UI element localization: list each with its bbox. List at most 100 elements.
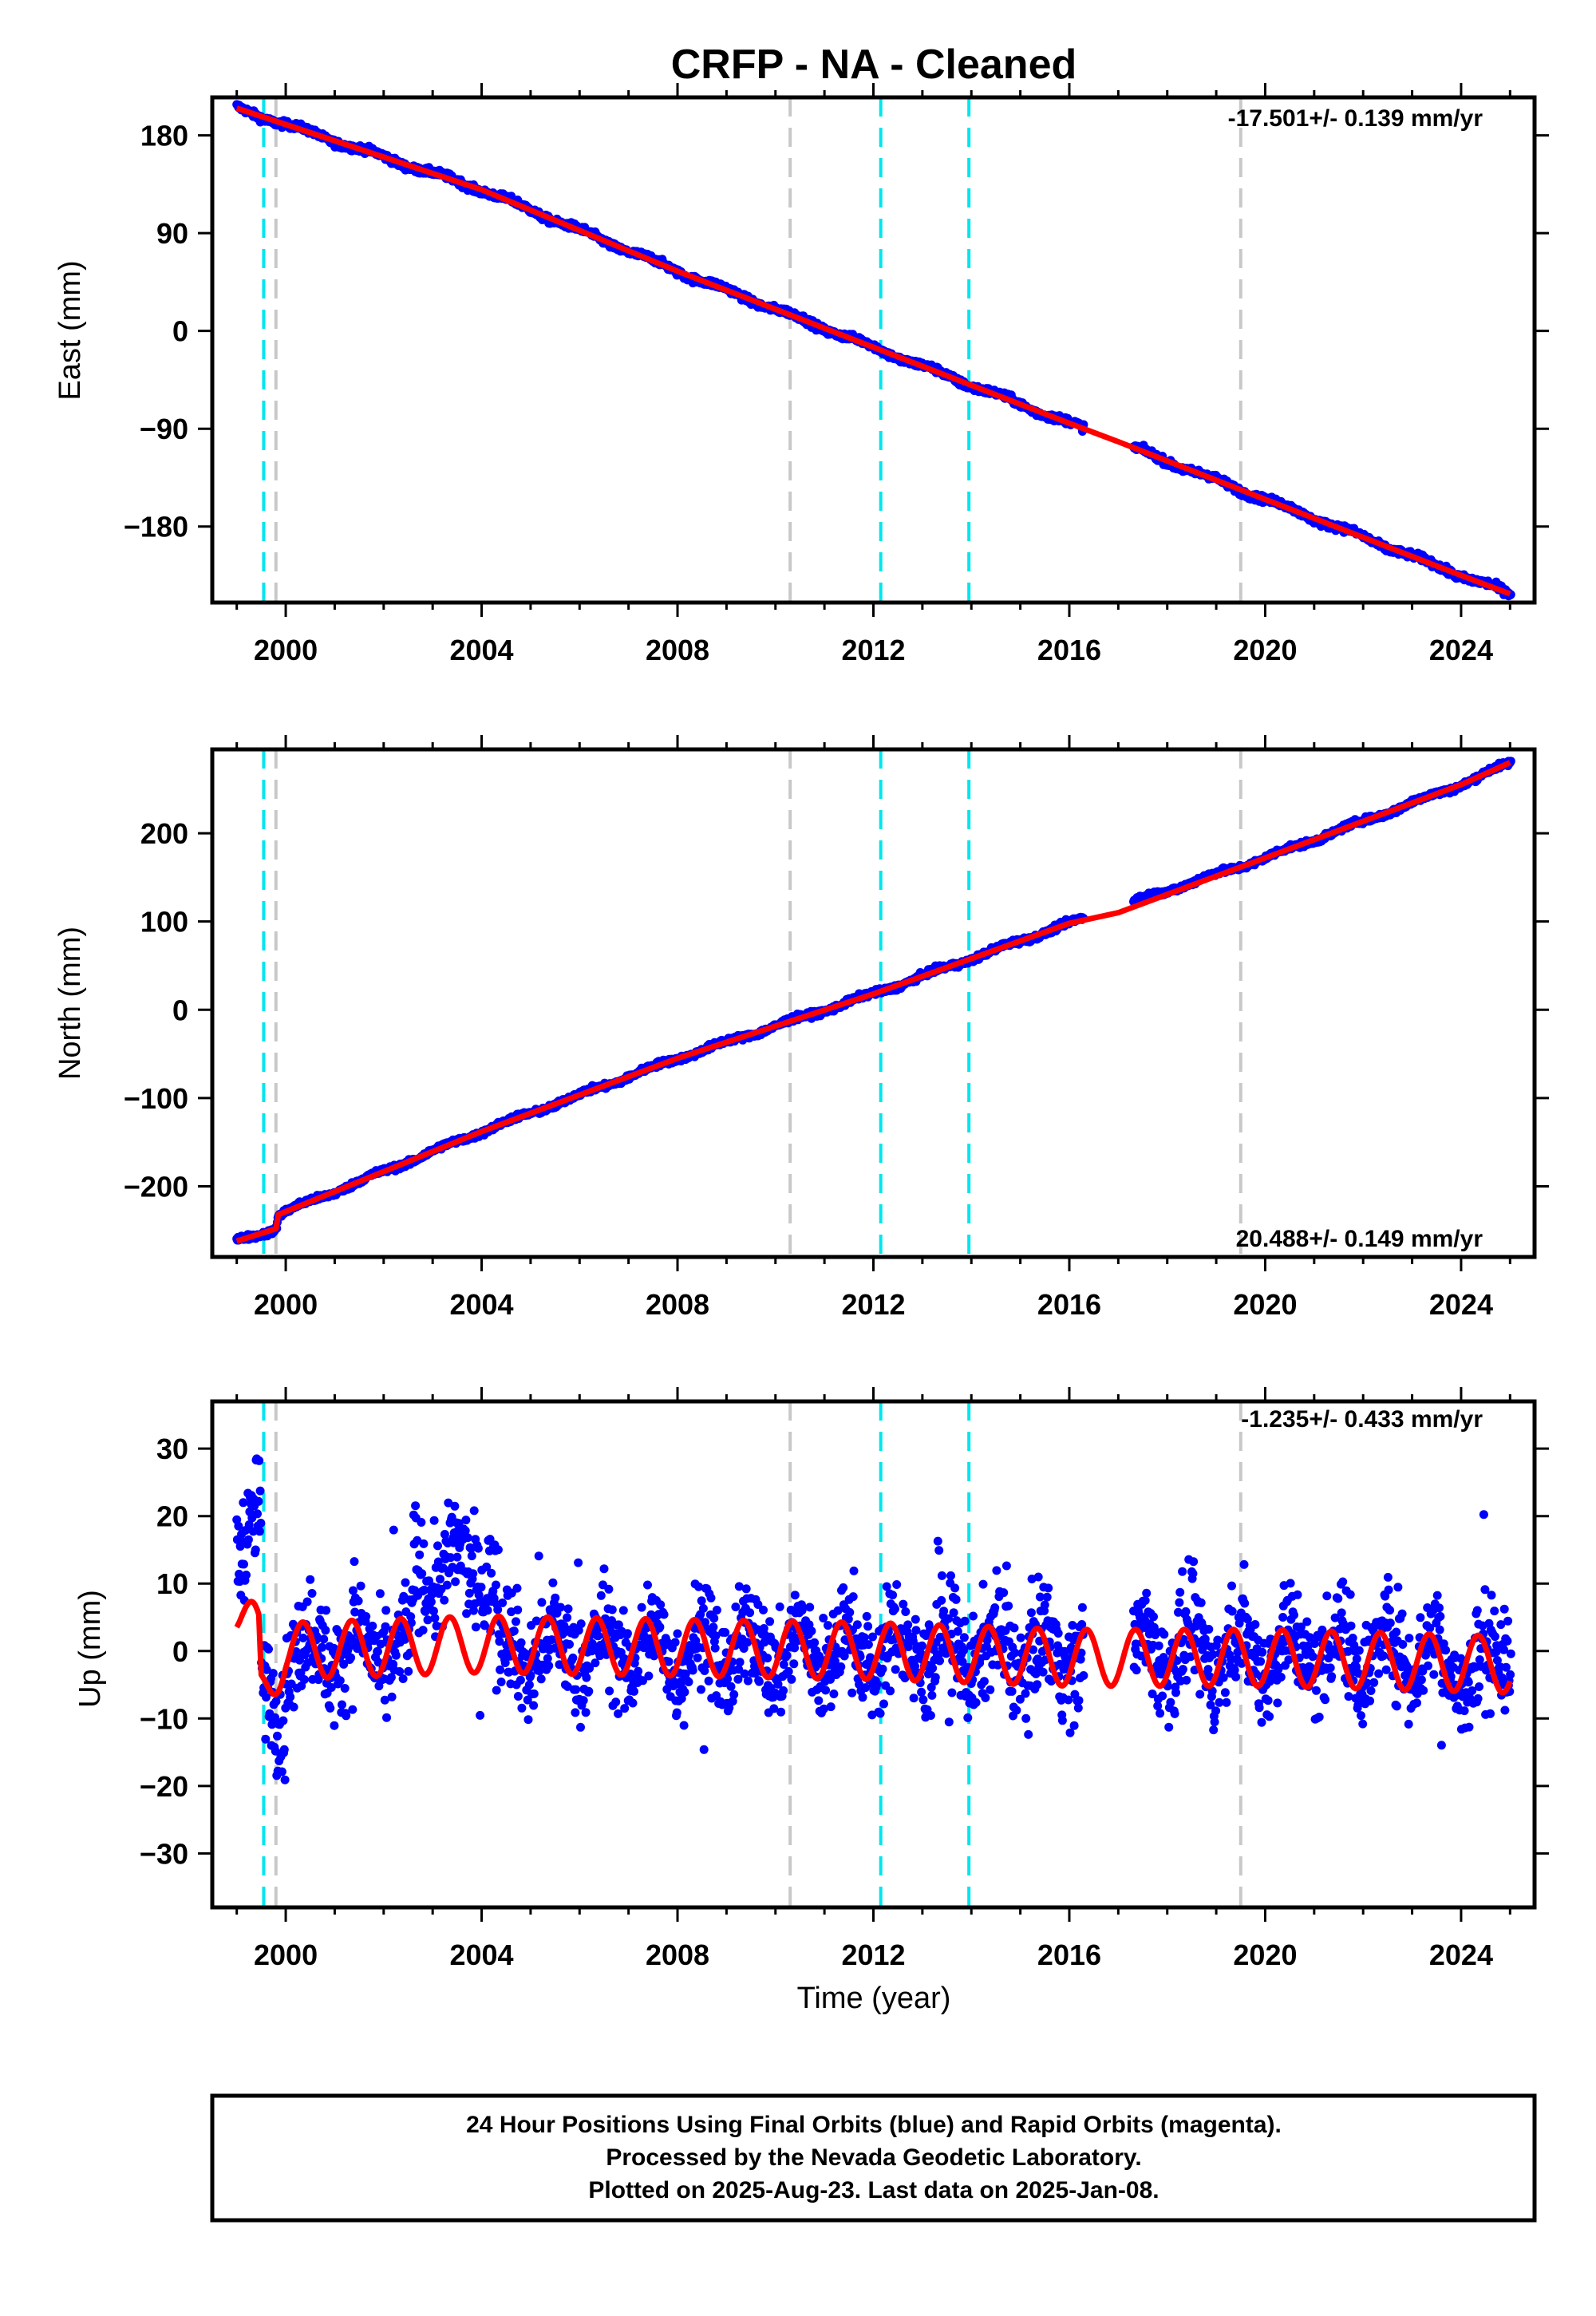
- position-point: [417, 1518, 426, 1527]
- position-point: [375, 1589, 385, 1599]
- position-point: [286, 1692, 295, 1701]
- position-point: [607, 1605, 617, 1614]
- position-point: [476, 1583, 486, 1592]
- position-point: [255, 1527, 264, 1536]
- position-point: [556, 1603, 565, 1612]
- y-tick-label: 90: [156, 217, 188, 250]
- position-point: [342, 1711, 351, 1721]
- position-point: [255, 1456, 264, 1465]
- position-point: [450, 1501, 460, 1511]
- position-point: [551, 1593, 560, 1603]
- position-point: [529, 1689, 539, 1698]
- north-rate-label: 20.488+/- 0.149 mm/yr: [1236, 1226, 1483, 1252]
- position-point: [330, 1721, 339, 1730]
- position-point: [354, 1596, 363, 1606]
- position-point: [418, 1626, 428, 1635]
- x-tick-label: 2008: [646, 634, 709, 666]
- position-point: [356, 1581, 365, 1591]
- position-point: [251, 1545, 260, 1555]
- position-point: [516, 1638, 526, 1647]
- position-point: [319, 1634, 329, 1644]
- position-point: [381, 1606, 391, 1615]
- position-point: [242, 1571, 251, 1579]
- position-point: [579, 1696, 588, 1705]
- position-point: [340, 1684, 350, 1693]
- position-point: [442, 1580, 452, 1590]
- position-point: [599, 1564, 609, 1574]
- position-point: [605, 1686, 614, 1696]
- position-point: [463, 1533, 472, 1543]
- north-panel: 2000 2004 2008 2012 2016 2020 20242001000−100−…: [53, 735, 1549, 1321]
- position-point: [576, 1722, 585, 1732]
- position-point: [348, 1705, 358, 1714]
- position-point: [289, 1702, 298, 1712]
- position-point: [471, 1622, 480, 1632]
- east-rate-label: -17.501+/- 0.139 mm/yr: [1228, 105, 1483, 132]
- position-point: [401, 1578, 410, 1587]
- y-tick-label: −90: [140, 413, 188, 445]
- position-point: [469, 1506, 479, 1516]
- x-tick-label: 2012: [841, 634, 905, 666]
- position-point: [571, 1685, 581, 1694]
- position-point: [335, 1676, 345, 1686]
- position-point: [512, 1617, 520, 1626]
- position-point: [430, 1614, 440, 1623]
- position-point: [473, 1543, 483, 1553]
- position-point: [391, 1650, 401, 1660]
- position-point: [433, 1541, 442, 1551]
- position-point: [346, 1653, 356, 1662]
- position-point: [548, 1578, 558, 1587]
- y-tick-label: −200: [124, 1171, 188, 1203]
- y-tick-label: −180: [124, 511, 188, 543]
- position-point: [307, 1589, 317, 1598]
- position-point: [498, 1598, 508, 1607]
- position-point: [411, 1501, 421, 1511]
- position-point: [273, 1731, 282, 1741]
- position-point: [584, 1686, 594, 1696]
- position-point: [487, 1568, 496, 1578]
- position-point: [350, 1557, 359, 1567]
- position-point: [582, 1673, 591, 1682]
- position-point: [306, 1575, 315, 1584]
- position-point: [256, 1519, 266, 1528]
- position-point: [302, 1597, 312, 1607]
- x-tick-label: 2016: [1037, 634, 1101, 666]
- position-point: [429, 1516, 439, 1525]
- position-point: [280, 1775, 290, 1784]
- position-point: [322, 1606, 331, 1615]
- position-point: [596, 1591, 606, 1600]
- x-tick-label: 2004: [449, 1288, 513, 1321]
- position-point: [604, 1584, 614, 1594]
- position-point: [565, 1639, 574, 1649]
- position-point: [594, 1631, 603, 1641]
- y-tick-label: −100: [124, 1082, 188, 1115]
- position-point: [318, 1642, 326, 1652]
- position-point: [467, 1551, 476, 1561]
- x-tick-label: 2012: [841, 1288, 905, 1321]
- model-fit-line: [235, 760, 1511, 1244]
- position-point: [361, 1612, 371, 1621]
- position-point: [382, 1713, 391, 1722]
- position-point: [563, 1613, 572, 1622]
- y-tick-label: 180: [140, 120, 188, 152]
- position-point: [277, 1767, 286, 1777]
- position-point: [468, 1569, 478, 1579]
- position-point: [523, 1715, 533, 1725]
- position-point: [574, 1558, 583, 1567]
- position-point: [576, 1619, 586, 1629]
- y-tick-label: 0: [172, 315, 188, 348]
- position-point: [451, 1577, 460, 1587]
- position-point: [452, 1552, 462, 1562]
- position-point: [524, 1680, 534, 1690]
- position-point: [321, 1626, 330, 1635]
- x-tick-label: 2024: [1429, 1288, 1493, 1321]
- y-tick-label: 0: [172, 994, 188, 1026]
- position-point: [509, 1626, 519, 1636]
- east-panel: 2000 2004 2008 2012 2016 2020 2024180900−90−18…: [53, 83, 1549, 666]
- position-point: [299, 1675, 309, 1684]
- north-y-axis-label: North (mm): [53, 927, 87, 1080]
- x-tick-label: 2020: [1233, 634, 1297, 666]
- position-point: [373, 1647, 382, 1656]
- position-point: [239, 1559, 248, 1569]
- position-point: [496, 1678, 506, 1686]
